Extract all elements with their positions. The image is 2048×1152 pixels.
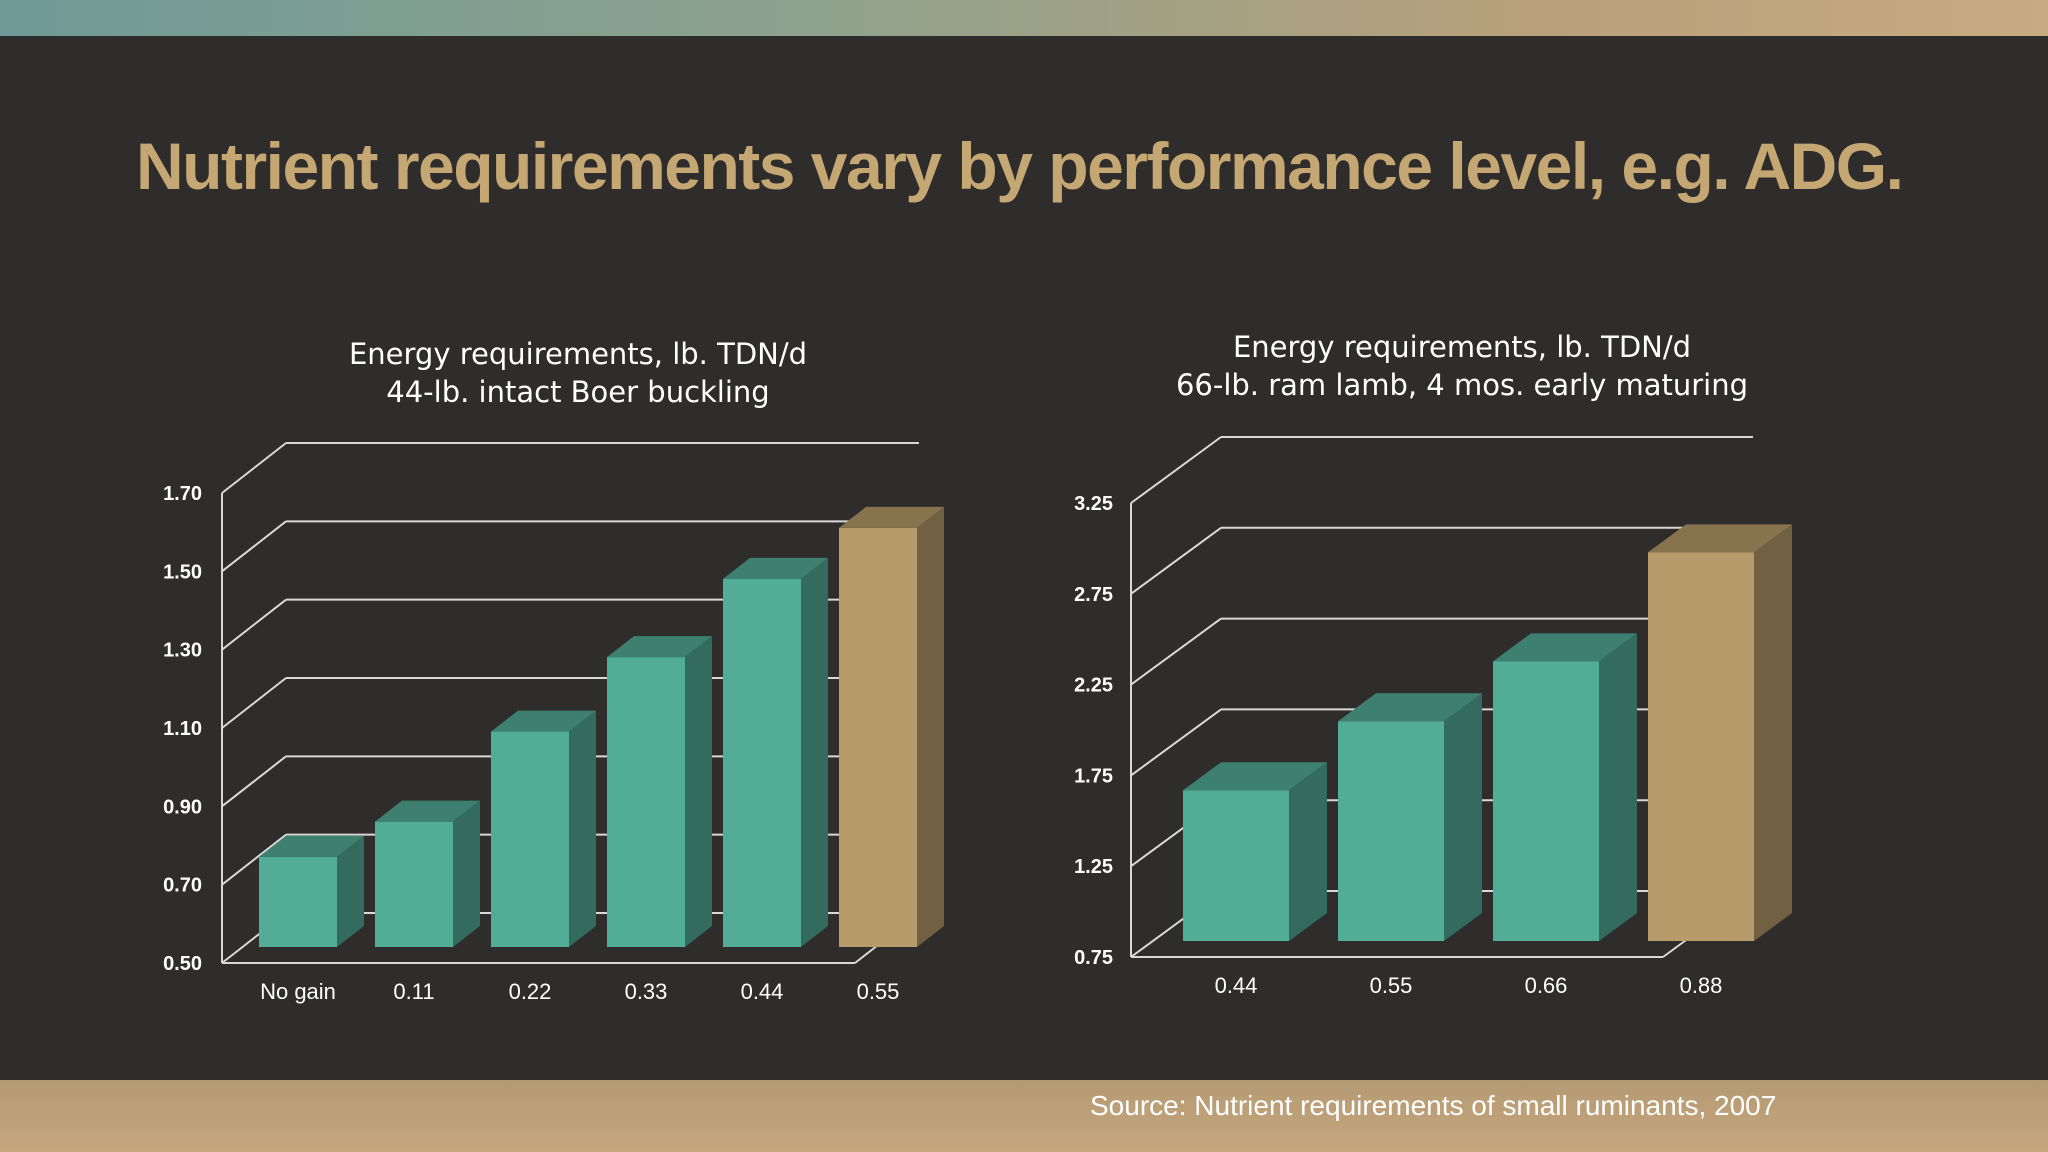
x-category-label: 0.11: [393, 979, 434, 1004]
bar-top: [607, 636, 712, 658]
bar-side: [917, 506, 944, 947]
bar-top: [1493, 633, 1637, 662]
gridline-diagonal: [221, 520, 287, 573]
bar: [839, 527, 917, 947]
x-category-label: 0.44: [741, 979, 784, 1004]
chart-ram-lamb: Energy requirements, lb. TDN/d 66-lb. ram…: [1074, 330, 1792, 998]
y-tick-label: 0.75: [1074, 947, 1113, 969]
y-tick-label: 1.75: [1074, 765, 1113, 787]
bar-top: [1648, 524, 1792, 553]
x-category-label: 0.44: [1215, 973, 1258, 998]
source-note: Source: Nutrient requirements of small r…: [1090, 1090, 1777, 1121]
bar-side: [453, 800, 480, 947]
chart-boer-buckling: Energy requirements, lb. TDN/d 44-lb. int…: [163, 337, 944, 1004]
bar-top: [723, 557, 828, 579]
gridline-diagonal: [221, 755, 287, 808]
bar-top: [259, 835, 364, 857]
slide-title: Nutrient requirements vary by performanc…: [136, 129, 1904, 203]
y-tick-label: 0.50: [163, 953, 202, 975]
bar: [1648, 552, 1754, 941]
y-tick-label: 0.90: [163, 796, 202, 818]
bar: [491, 731, 569, 947]
bar: [607, 657, 685, 947]
gridline-diagonal: [221, 598, 287, 651]
bar: [1338, 721, 1444, 941]
bar: [1183, 790, 1289, 941]
bar-side: [1444, 693, 1482, 941]
chart-title-line: Energy requirements, lb. TDN/d: [349, 337, 807, 371]
bar-side: [569, 710, 596, 947]
bar-top: [491, 710, 596, 732]
bar-side: [1754, 524, 1792, 941]
x-category-label: 0.55: [857, 979, 900, 1004]
bar-top: [1338, 693, 1482, 722]
bar-top: [839, 506, 944, 528]
chart-title-line: 44-lb. intact Boer buckling: [386, 375, 769, 409]
bar-side: [1289, 762, 1327, 941]
bar: [723, 578, 801, 947]
bar: [259, 856, 337, 947]
gridline-diagonal: [1130, 617, 1222, 686]
y-tick-label: 2.75: [1074, 584, 1113, 606]
bar-side: [685, 636, 712, 947]
bar-side: [1599, 633, 1637, 941]
gridline-diagonal: [1130, 708, 1222, 777]
y-tick-label: 1.70: [163, 483, 202, 505]
x-category-label: 0.88: [1680, 973, 1723, 998]
gridline-diagonal: [221, 833, 287, 886]
x-category-label: No gain: [260, 979, 336, 1004]
y-tick-label: 3.25: [1074, 493, 1113, 515]
y-tick-label: 1.10: [163, 718, 202, 740]
bar: [1493, 661, 1599, 941]
chart-title-line: Energy requirements, lb. TDN/d: [1233, 330, 1691, 364]
y-tick-label: 0.70: [163, 875, 202, 897]
bar-side: [337, 835, 364, 947]
x-category-label: 0.33: [625, 979, 668, 1004]
bar-top: [375, 800, 480, 822]
x-category-label: 0.55: [1370, 973, 1413, 998]
gridline-diagonal: [221, 442, 287, 494]
gridline-diagonal: [1130, 436, 1222, 504]
gridline-diagonal: [1130, 526, 1222, 595]
chart-title-line: 66-lb. ram lamb, 4 mos. early maturing: [1176, 368, 1748, 402]
bar: [375, 821, 453, 947]
y-tick-label: 1.30: [163, 640, 202, 662]
y-tick-label: 1.25: [1074, 856, 1113, 878]
bottom-decorative-strip: [0, 1080, 2048, 1152]
top-decorative-strip: [0, 0, 2048, 36]
y-tick-label: 1.50: [163, 561, 202, 583]
y-tick-label: 2.25: [1074, 675, 1113, 697]
x-category-label: 0.66: [1525, 973, 1568, 998]
gridline-diagonal: [221, 677, 287, 729]
x-category-label: 0.22: [509, 979, 552, 1004]
bar-side: [801, 557, 828, 947]
bar-top: [1183, 762, 1327, 791]
